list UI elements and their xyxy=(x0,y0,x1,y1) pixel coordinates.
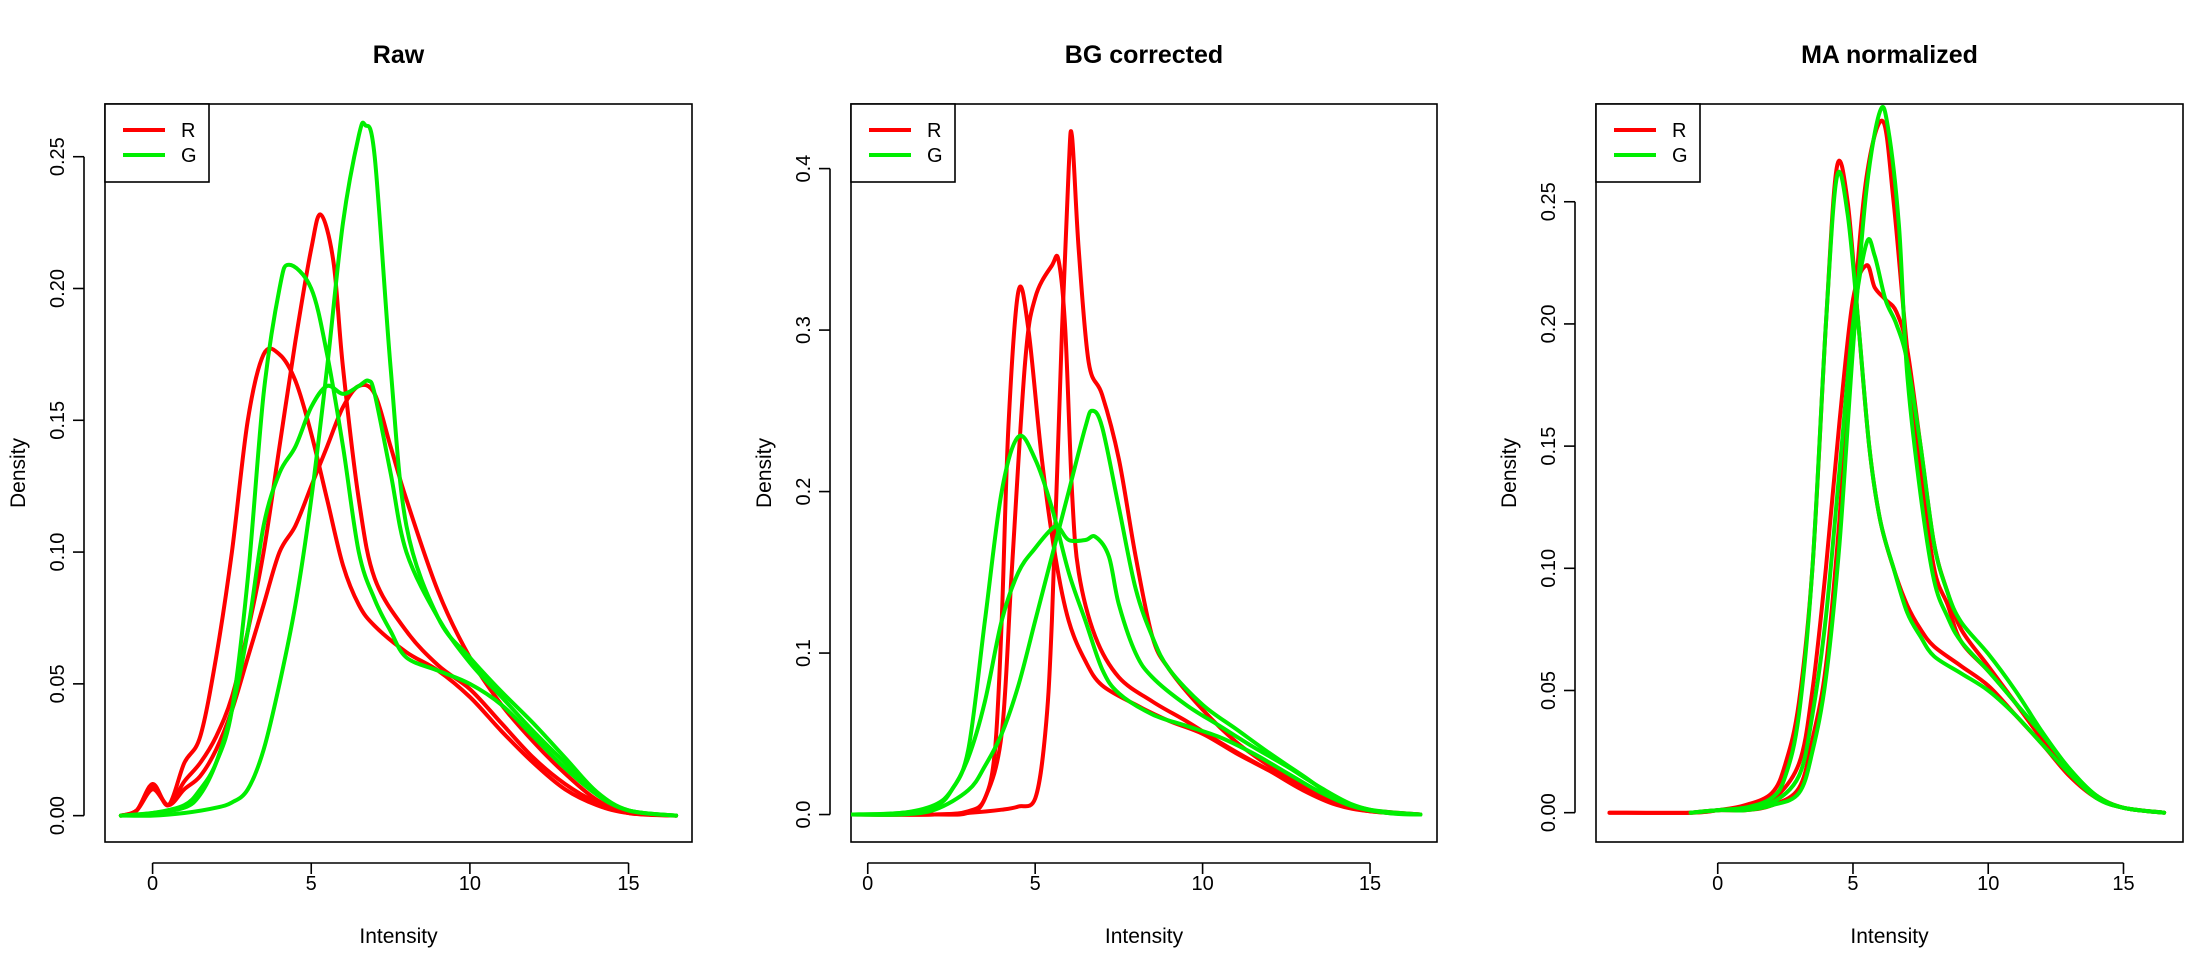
plot-frame xyxy=(104,103,693,843)
density-curve-r xyxy=(851,129,1423,817)
legend-label-r: R xyxy=(181,120,195,142)
density-curve-g xyxy=(1688,169,2167,815)
y-tick-label: 0.15 xyxy=(47,401,69,440)
y-tick-label: 0.05 xyxy=(1538,671,1560,710)
y-axis-label: Density xyxy=(7,437,30,508)
density-curve-r xyxy=(118,382,679,818)
x-axis-label: Intensity xyxy=(1105,925,1184,948)
legend-label-g: G xyxy=(181,145,197,167)
density-curve-r xyxy=(1688,118,2167,815)
legend-label-r: R xyxy=(927,120,941,142)
y-tick-label: 0.0 xyxy=(793,801,815,829)
y-tick-label: 0.20 xyxy=(1538,304,1560,343)
legend-label-g: G xyxy=(927,145,943,167)
legend: RG xyxy=(1595,103,1701,183)
x-tick-label: 15 xyxy=(617,873,639,895)
density-curve-r xyxy=(118,346,679,818)
y-tick-label: 0.00 xyxy=(47,796,69,835)
x-axis-label: Intensity xyxy=(1850,925,1929,948)
y-tick-label: 0.25 xyxy=(1538,182,1560,221)
density-curve-g xyxy=(118,262,679,818)
x-tick-label: 10 xyxy=(1977,873,1999,895)
density-curve-r xyxy=(1607,158,2167,815)
legend: RG xyxy=(850,103,956,183)
legend: RG xyxy=(104,103,210,183)
x-tick-label: 10 xyxy=(459,873,481,895)
chart-title: BG corrected xyxy=(1065,41,1223,69)
x-tick-label: 0 xyxy=(147,873,158,895)
y-tick-label: 0.00 xyxy=(1538,793,1560,832)
x-axis-label: Intensity xyxy=(359,925,438,948)
chart-title: Raw xyxy=(373,41,425,69)
y-tick-label: 0.20 xyxy=(47,269,69,308)
y-tick-label: 0.10 xyxy=(1538,549,1560,588)
density-curve-r xyxy=(118,212,679,818)
x-tick-label: 15 xyxy=(1359,873,1381,895)
y-tick-label: 0.15 xyxy=(1538,427,1560,466)
legend-box xyxy=(104,103,210,183)
density-curve-g xyxy=(118,120,679,818)
y-tick-label: 0.1 xyxy=(793,639,815,667)
y-tick-label: 0.10 xyxy=(47,533,69,572)
x-tick-label: 5 xyxy=(306,873,317,895)
x-tick-label: 5 xyxy=(1847,873,1858,895)
plot-frame xyxy=(850,103,1438,843)
legend-label-r: R xyxy=(1672,120,1686,142)
y-tick-label: 0.2 xyxy=(793,478,815,506)
density-curve-g xyxy=(851,433,1423,817)
plot-frame xyxy=(1595,103,2184,843)
density-curve-g xyxy=(1688,104,2167,815)
chart-panel-1: Raw 0 5 10 15 Intensity 0.00 0.05 0.10 0.15 0.20 0.… xyxy=(7,41,693,948)
y-tick-label: 0.05 xyxy=(47,664,69,703)
density-curve-g xyxy=(851,408,1423,817)
y-tick-label: 0.25 xyxy=(47,137,69,176)
x-tick-label: 5 xyxy=(1030,873,1041,895)
x-tick-label: 10 xyxy=(1191,873,1213,895)
x-tick-label: 0 xyxy=(1712,873,1723,895)
x-tick-label: 15 xyxy=(2112,873,2134,895)
y-axis-label: Density xyxy=(1498,437,1521,508)
density-curve-g xyxy=(851,523,1423,817)
chart-title: MA normalized xyxy=(1801,41,1978,69)
density-curve-r xyxy=(851,253,1423,817)
chart-panel-3: MA normalized 0 5 10 15 Intensity 0.00 0.05 0.10… xyxy=(1498,41,2184,948)
y-tick-label: 0.3 xyxy=(793,316,815,344)
legend-label-g: G xyxy=(1672,145,1688,167)
legend-box xyxy=(1595,103,1701,183)
y-axis-label: Density xyxy=(753,437,776,508)
legend-box xyxy=(850,103,956,183)
density-curve-g xyxy=(118,378,679,818)
x-tick-label: 0 xyxy=(862,873,873,895)
chart-panel-2: BG corrected 0 5 10 15 Intensity 0.0 0.1 0.2 0.3 0… xyxy=(753,41,1438,948)
density-curve-g xyxy=(1688,237,2167,815)
y-tick-label: 0.4 xyxy=(793,155,815,183)
